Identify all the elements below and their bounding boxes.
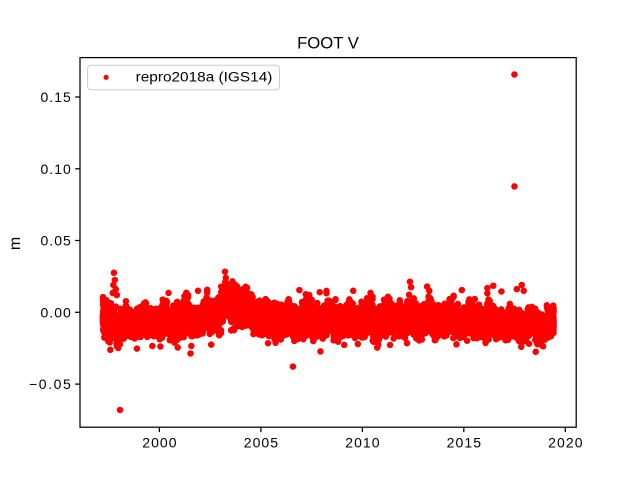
svg-text:2015: 2015 — [447, 435, 482, 451]
svg-text:0.15: 0.15 — [41, 89, 72, 105]
svg-text:−0.05: −0.05 — [29, 376, 71, 392]
svg-text:2010: 2010 — [345, 435, 380, 451]
svg-text:2005: 2005 — [244, 435, 279, 451]
svg-text:0.10: 0.10 — [41, 161, 72, 177]
svg-text:2000: 2000 — [142, 435, 177, 451]
svg-text:repro2018a (IGS14): repro2018a (IGS14) — [136, 68, 273, 84]
svg-text:0.00: 0.00 — [41, 304, 72, 320]
svg-text:2020: 2020 — [548, 435, 583, 451]
svg-text:m: m — [7, 237, 24, 250]
svg-text:0.05: 0.05 — [41, 233, 72, 249]
svg-text:FOOT V: FOOT V — [297, 34, 359, 53]
